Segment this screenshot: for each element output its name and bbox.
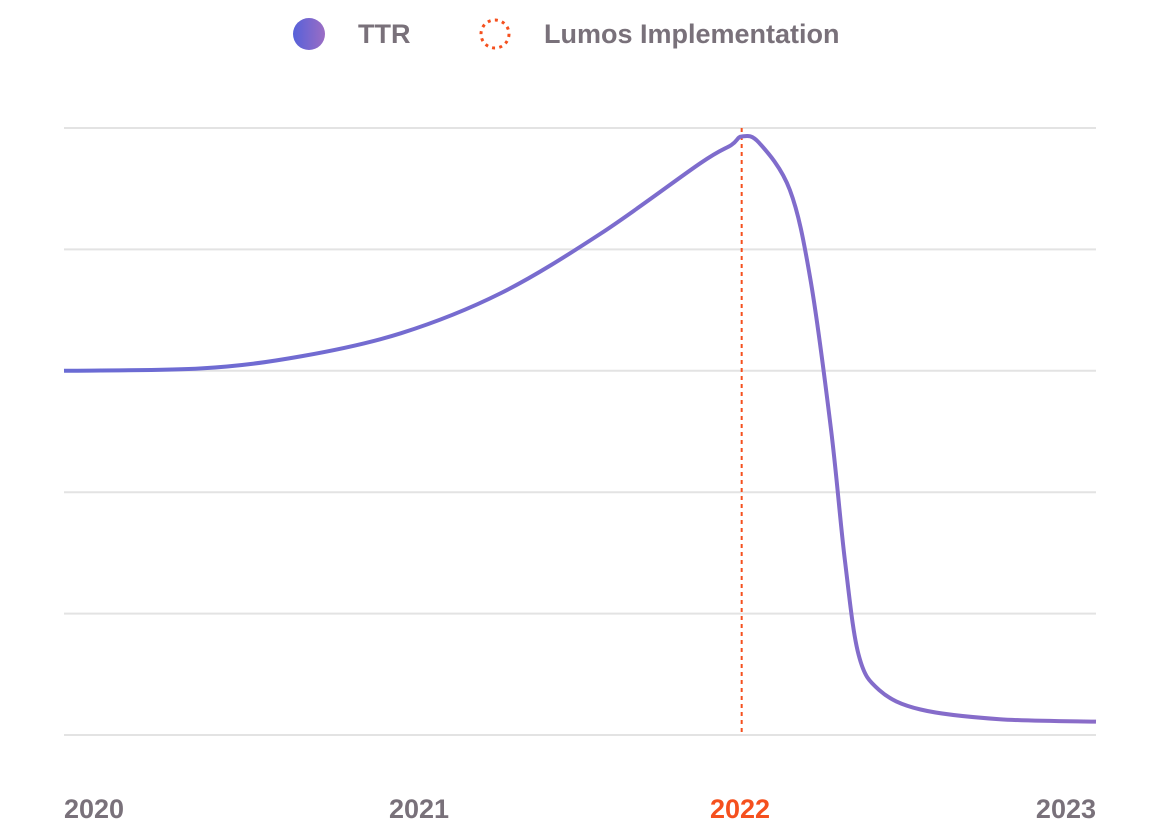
gradient-circle-icon [293, 18, 325, 50]
legend-item-lumos-implementation[interactable]: Lumos Implementation [478, 14, 840, 54]
legend: TTR Lumos Implementation [0, 14, 1160, 54]
x-tick-label: 2020 [64, 794, 124, 824]
x-tick-label-highlighted: 2022 [710, 794, 770, 824]
x-tick-label: 2023 [1036, 794, 1096, 824]
legend-label: TTR [358, 18, 411, 49]
legend-item-ttr[interactable]: TTR [292, 14, 410, 54]
x-tick-label: 2021 [389, 794, 449, 824]
dotted-circle-icon [479, 18, 511, 50]
series-line-ttr [63, 133, 1097, 724]
legend-label: Lumos Implementation [544, 18, 840, 49]
